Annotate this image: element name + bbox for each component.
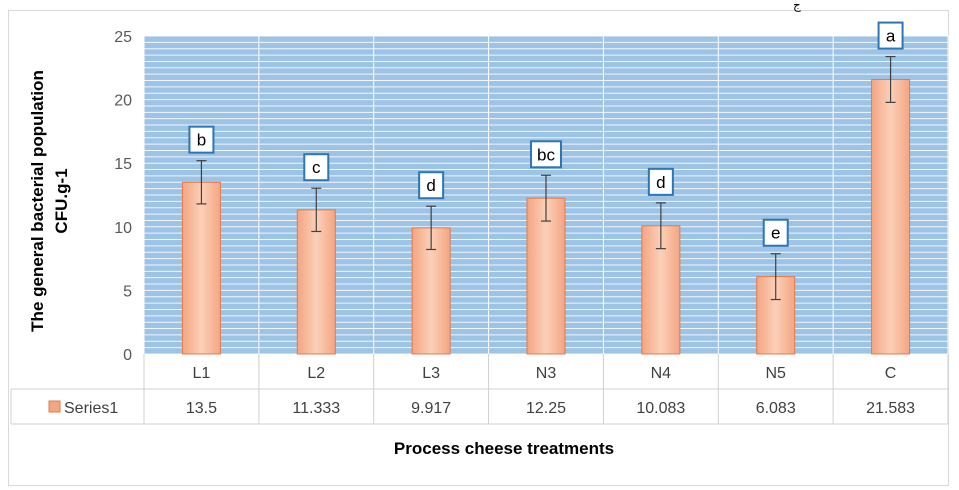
significance-box bbox=[877, 21, 904, 50]
significance-box bbox=[530, 140, 562, 169]
y-tick-label: 10 bbox=[114, 220, 132, 237]
legend-series-name: Series1 bbox=[64, 400, 118, 417]
significance-label: c bbox=[312, 158, 321, 177]
significance-label: d bbox=[426, 176, 435, 195]
significance-label: a bbox=[886, 27, 896, 46]
significance-label: bc bbox=[537, 145, 555, 164]
bar-N3 bbox=[526, 197, 566, 355]
legend-key bbox=[48, 400, 61, 413]
table-value: 11.333 bbox=[292, 400, 340, 417]
table-value: 9.917 bbox=[411, 400, 451, 417]
x-category-label: C bbox=[885, 365, 897, 382]
y-axis-title-line2: CFU.g-1 bbox=[52, 168, 71, 233]
chart-frame: 0 5 10 15 20 25 b c d bc d e a L1 13.5 L2 11.333 L3 9.917… bbox=[8, 10, 949, 486]
y-tick-label: 15 bbox=[114, 156, 132, 173]
x-category-label: L3 bbox=[422, 365, 440, 382]
bar-C bbox=[871, 78, 911, 355]
x-category-label: N4 bbox=[651, 365, 672, 382]
significance-label: e bbox=[771, 224, 780, 243]
table-value: 21.583 bbox=[866, 400, 915, 417]
corner-glyph: ج bbox=[793, 0, 801, 12]
y-tick-label: 20 bbox=[114, 93, 132, 110]
table-value: 12.25 bbox=[526, 400, 566, 417]
table-value: 13.5 bbox=[186, 400, 217, 417]
significance-box bbox=[762, 218, 789, 247]
x-axis-title: Process cheese treatments bbox=[394, 439, 614, 458]
y-tick-label: 25 bbox=[114, 29, 132, 46]
y-axis-title-line1: The general bacterial population bbox=[28, 70, 47, 332]
bar-L1 bbox=[181, 181, 221, 355]
table-value: 10.083 bbox=[636, 400, 685, 417]
significance-box bbox=[418, 171, 445, 200]
x-category-label: L1 bbox=[193, 365, 211, 382]
x-category-label: N5 bbox=[765, 365, 786, 382]
significance-label: d bbox=[656, 173, 665, 192]
x-category-label: L2 bbox=[307, 365, 325, 382]
table-value: 6.083 bbox=[756, 400, 796, 417]
significance-box bbox=[188, 125, 215, 154]
y-tick-label: 0 bbox=[123, 347, 132, 364]
x-category-label: N3 bbox=[536, 365, 557, 382]
bar-L2 bbox=[296, 209, 336, 355]
significance-box bbox=[303, 153, 330, 182]
significance-box bbox=[647, 167, 674, 196]
y-tick-label: 5 bbox=[123, 283, 132, 300]
significance-label: b bbox=[197, 131, 206, 150]
